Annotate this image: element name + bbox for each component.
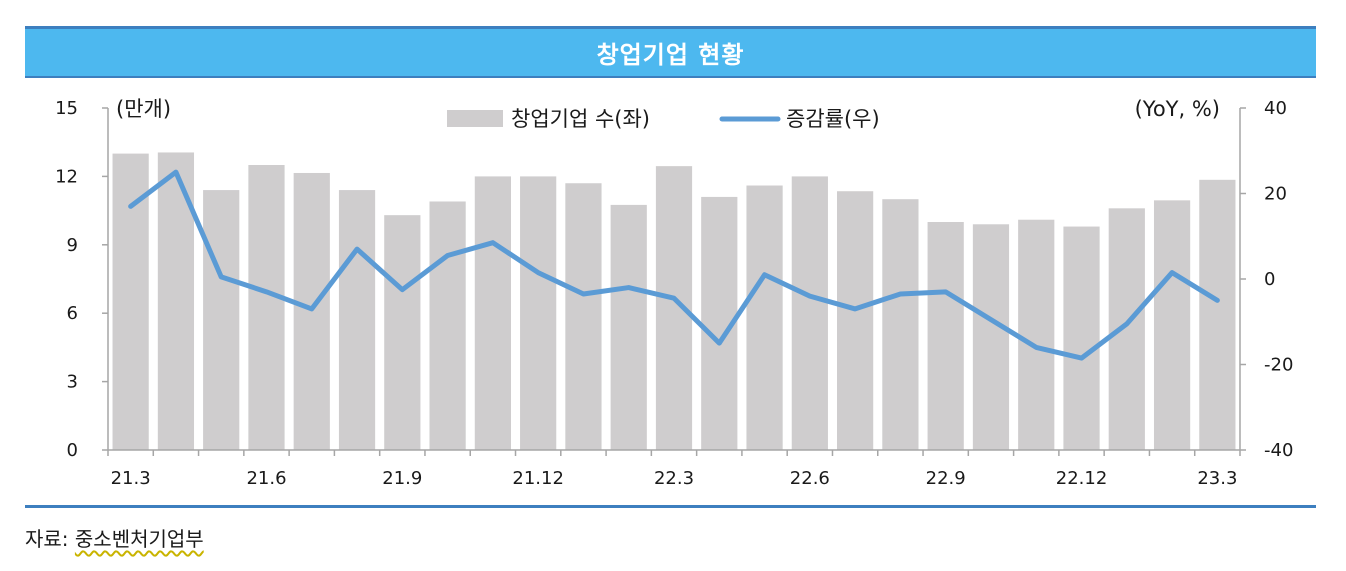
y-right-tick-label: -20 xyxy=(1264,355,1293,376)
legend-label-line: 증감률(우) xyxy=(786,107,880,131)
bar-23.2 xyxy=(1153,200,1191,450)
bar-21.11 xyxy=(474,176,511,450)
bar-22.6 xyxy=(791,176,828,450)
bar-22.11 xyxy=(1018,219,1055,450)
bar-21.5 xyxy=(203,190,240,450)
bar-23.1 xyxy=(1108,208,1145,450)
source-note: 자료: 중소벤처기업부 xyxy=(25,523,204,552)
bar-21.6 xyxy=(248,165,285,450)
x-tick-label: 22.9 xyxy=(926,468,966,489)
x-tick-label: 21.9 xyxy=(382,468,422,489)
line-layer xyxy=(128,169,1220,361)
bar-22.9 xyxy=(927,222,964,450)
bottom-rule xyxy=(25,505,1316,508)
x-tick-label: 22.12 xyxy=(1056,468,1108,489)
source-label: 자료: xyxy=(25,527,69,551)
bar-21.9 xyxy=(384,215,421,450)
x-tick-label: 21.12 xyxy=(512,468,564,489)
x-tick-label: 21.6 xyxy=(246,468,286,489)
x-tick-label: 22.3 xyxy=(654,468,694,489)
bar-21.7 xyxy=(293,172,330,451)
legend-layer: 창업기업 수(좌) 증감률(우) xyxy=(447,107,880,131)
source-name: 중소벤처기업부 xyxy=(74,527,204,551)
y-right-tick-label: 20 xyxy=(1264,184,1287,205)
y-right-unit-label: (YoY, %) xyxy=(1135,97,1220,121)
bar-22.12 xyxy=(1063,226,1100,450)
bar-22.8 xyxy=(882,199,919,450)
top-rule xyxy=(25,26,1316,29)
bar-21.10 xyxy=(429,201,466,450)
y-left-tick-label: 12 xyxy=(55,166,78,187)
bar-22.1 xyxy=(565,183,602,451)
bar-21.3 xyxy=(112,153,149,450)
bar-22.2 xyxy=(610,204,647,450)
bar-23.3 xyxy=(1199,179,1236,450)
x-tick-label: 23.3 xyxy=(1197,468,1237,489)
chart-title: 창업기업 현황 xyxy=(596,41,745,69)
title-bar: 창업기업 현황 xyxy=(25,29,1316,76)
bar-21.12 xyxy=(520,176,557,450)
bars-layer xyxy=(112,152,1236,451)
title-rule xyxy=(25,76,1316,78)
y-left-unit-label: (만개) xyxy=(116,97,171,121)
y-left-tick-label: 0 xyxy=(67,440,78,461)
y-left-tick-label: 9 xyxy=(67,235,78,256)
axes-layer xyxy=(102,107,1246,456)
x-tick-label: 21.3 xyxy=(111,468,151,489)
bar-22.10 xyxy=(972,224,1010,450)
y-left-tick-label: 15 xyxy=(55,98,78,119)
y-left-tick-label: 3 xyxy=(67,372,78,393)
y-right-tick-label: 40 xyxy=(1264,98,1287,119)
bar-21.8 xyxy=(338,190,376,450)
chart: 0 3 6 9 12 15 -40 -20 0 20 40 21.3 21.6 21.9 21.12 22.3… xyxy=(55,97,1293,489)
legend-swatch-bars xyxy=(447,110,503,127)
legend-label-bars: 창업기업 수(좌) xyxy=(511,107,650,131)
y-right-tick-label: 0 xyxy=(1264,269,1275,290)
labels-layer: 0 3 6 9 12 15 -40 -20 0 20 40 21.3 21.6 21.9 21.12 22.3… xyxy=(55,97,1293,489)
y-left-tick-label: 6 xyxy=(67,303,78,324)
bar-22.5 xyxy=(746,185,783,450)
x-tick-label: 22.6 xyxy=(790,468,830,489)
y-right-tick-label: -40 xyxy=(1264,440,1293,461)
bar-22.7 xyxy=(837,191,874,450)
